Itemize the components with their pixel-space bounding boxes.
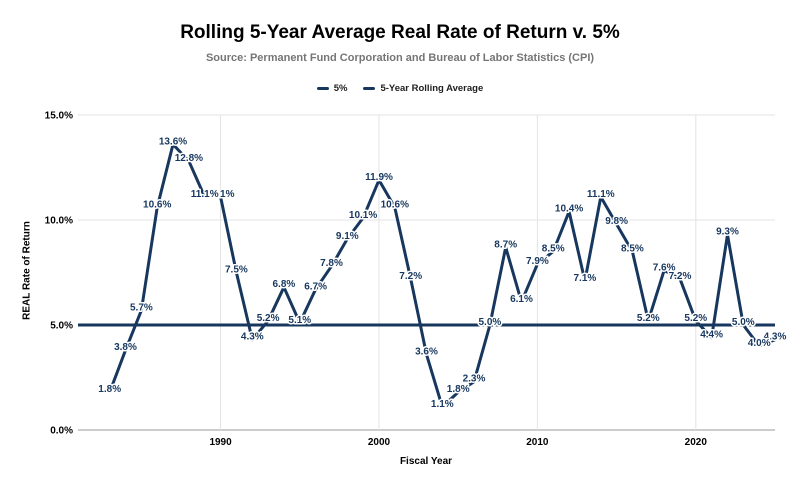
data-label: 9.3% xyxy=(716,227,739,238)
data-label: 7.9% xyxy=(526,256,549,267)
data-label: 7.6% xyxy=(653,262,676,273)
data-label: 11.1% xyxy=(587,189,615,200)
data-label: 8.5% xyxy=(621,244,644,255)
data-label: 13.6% xyxy=(159,136,187,147)
y-tick-label: 10.0% xyxy=(45,216,73,227)
data-label: 9.8% xyxy=(605,216,628,227)
data-label: 4.3% xyxy=(764,332,787,343)
data-label: 4.0% xyxy=(748,338,771,349)
data-label: 5.2% xyxy=(257,313,280,324)
data-label: 10.4% xyxy=(555,204,583,215)
data-label: 4.4% xyxy=(700,330,723,341)
y-tick-label: 0.0% xyxy=(50,426,73,437)
data-label: 12.8% xyxy=(175,153,203,164)
data-label: 1.8% xyxy=(447,384,470,395)
legend-line-swatch-icon xyxy=(363,87,376,90)
x-tick-label: 1990 xyxy=(209,437,232,448)
data-label: 5.0% xyxy=(479,317,502,328)
data-label: 6.7% xyxy=(304,281,327,292)
x-axis-title: Fiscal Year xyxy=(399,456,453,467)
data-label: 11.1% xyxy=(191,189,219,200)
data-label: 2.3% xyxy=(463,374,486,385)
data-label: 8.5% xyxy=(542,244,565,255)
data-label: 5.2% xyxy=(637,313,660,324)
data-label: 3.6% xyxy=(415,346,438,357)
legend-label-5pct: 5% xyxy=(333,83,348,94)
data-label: 10.1% xyxy=(349,210,377,221)
data-label: 5.0% xyxy=(732,317,755,328)
y-tick-label: 15.0% xyxy=(45,111,73,122)
data-label: 7.5% xyxy=(225,265,248,276)
data-label: 11.1% xyxy=(207,189,235,200)
data-label: 5.2% xyxy=(684,313,707,324)
data-label: 1.8% xyxy=(98,384,121,395)
legend-line-swatch-icon xyxy=(316,87,329,90)
legend-item-rolling-average: 5-Year Rolling Average xyxy=(363,83,483,94)
data-label: 10.6% xyxy=(381,199,409,210)
data-label: 7.2% xyxy=(399,271,422,282)
legend-label-rolling-average: 5-Year Rolling Average xyxy=(380,83,484,94)
data-label: 7.8% xyxy=(320,258,343,269)
rolling-average-line xyxy=(108,142,776,409)
legend: 5% 5-Year Rolling Average xyxy=(0,83,800,94)
data-label: 10.6% xyxy=(143,199,171,210)
data-label: 11.9% xyxy=(365,172,393,183)
legend-item-5pct: 5% xyxy=(316,83,348,94)
x-tick-label: 2010 xyxy=(526,437,549,448)
data-label: 3.8% xyxy=(114,342,137,353)
data-label: 8.7% xyxy=(494,239,517,250)
data-label: 6.8% xyxy=(273,279,296,290)
data-label: 9.1% xyxy=(336,231,359,242)
x-tick-label: 2020 xyxy=(685,437,708,448)
chart-title: Rolling 5-Year Average Real Rate of Retu… xyxy=(180,22,620,43)
x-tick-label: 2000 xyxy=(368,437,391,448)
data-label: 4.3% xyxy=(241,332,264,343)
data-label: 5.1% xyxy=(288,315,311,326)
y-tick-label: 5.0% xyxy=(50,321,73,332)
data-label: 7.1% xyxy=(574,273,597,284)
data-label: 7.2% xyxy=(669,271,692,282)
data-label: 5.7% xyxy=(130,302,153,313)
data-label: 6.1% xyxy=(510,294,533,305)
chart-subtitle: Source: Permanent Fund Corporation and B… xyxy=(205,52,595,64)
data-label: 1.1% xyxy=(431,399,454,410)
